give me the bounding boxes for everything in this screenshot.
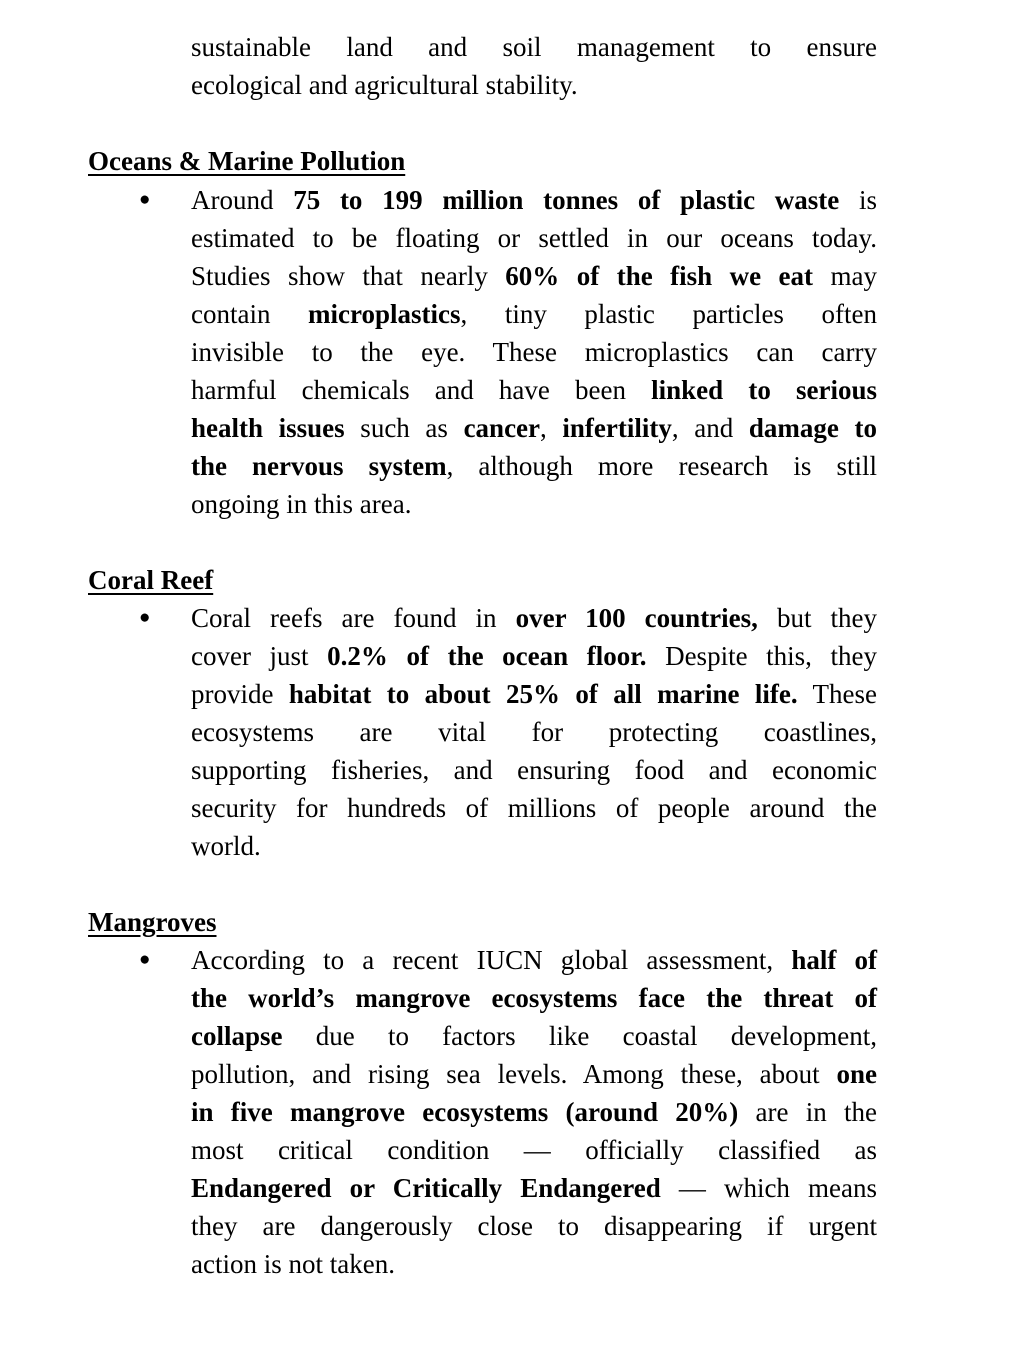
text: such as — [344, 413, 464, 443]
text-line: supporting fisheries, and ensuring food … — [191, 751, 877, 789]
bullet-icon: ● — [139, 949, 151, 970]
text: , although more research is still — [446, 451, 877, 481]
text-line: the nervous system, although more resear… — [191, 447, 877, 485]
text-line: pollution, and rising sea levels. Among … — [191, 1055, 877, 1093]
section-heading-oceans: Oceans & Marine Pollution — [88, 146, 406, 176]
text: — which means — [660, 1173, 877, 1203]
text: , and — [671, 413, 749, 443]
text-line: harmful chemicals and have been linked t… — [191, 371, 877, 409]
bold-text: one — [836, 1059, 878, 1089]
text-line: Studies show that nearly 60% of the fish… — [191, 257, 877, 295]
text: contain — [191, 299, 309, 329]
text-line: they are dangerously close to disappeari… — [191, 1207, 877, 1245]
bold-text: in five mangrove ecosystems (around 20%) — [191, 1097, 739, 1127]
bold-text: linked to serious — [651, 375, 877, 405]
text-line: world. — [191, 827, 877, 865]
text: may — [813, 261, 878, 291]
bold-text: 0.2% of the ocean floor. — [327, 641, 647, 671]
mangroves-paragraph: According to a recent IUCN global assess… — [191, 941, 877, 1283]
text-line: in five mangrove ecosystems (around 20%)… — [191, 1093, 877, 1131]
text-line: cover just 0.2% of the ocean floor. Desp… — [191, 637, 877, 675]
bold-text: health issues — [191, 413, 345, 443]
text-line: provide habitat to about 25% of all mari… — [191, 675, 877, 713]
text: ecological and agricultural stability. — [191, 70, 578, 100]
bold-text: 75 to 199 million tonnes of plastic wast… — [293, 185, 840, 215]
bold-text: microplastics — [308, 299, 461, 329]
text: invisible to the eye. These microplastic… — [191, 337, 877, 367]
text: These — [797, 679, 877, 709]
text-line: According to a recent IUCN global assess… — [191, 941, 877, 979]
text-line: security for hundreds of millions of peo… — [191, 789, 877, 827]
bold-text: half of — [791, 945, 878, 975]
text: security for hundreds of millions of peo… — [191, 793, 877, 823]
text-line: collapse due to factors like coastal dev… — [191, 1017, 877, 1055]
text: Studies show that nearly — [191, 261, 506, 291]
text: Around — [191, 185, 294, 215]
text-line: most critical condition — officially cla… — [191, 1131, 877, 1169]
text: , — [540, 413, 563, 443]
text: they are dangerously close to disappeari… — [191, 1211, 877, 1241]
text-line: Around 75 to 199 million tonnes of plast… — [191, 181, 877, 219]
text: ongoing in this area. — [191, 489, 412, 519]
section-heading-mangroves: Mangroves — [88, 907, 217, 937]
text: , tiny plastic particles often — [460, 299, 877, 329]
text-line: sustainable land and soil management to … — [191, 28, 877, 66]
text: provide — [191, 679, 289, 709]
text-line: Coral reefs are found in over 100 countr… — [191, 599, 877, 637]
text: action is not taken. — [191, 1249, 395, 1279]
text-line: contain microplastics, tiny plastic part… — [191, 295, 877, 333]
bold-text: habitat to about 25% of all marine life. — [288, 679, 798, 709]
text-line: action is not taken. — [191, 1245, 877, 1283]
bold-text: infertility — [562, 413, 672, 443]
text-line: estimated to be floating or settled in o… — [191, 219, 877, 257]
text-line: ecosystems are vital for protecting coas… — [191, 713, 877, 751]
text-line: Endangered or Critically Endangered — wh… — [191, 1169, 877, 1207]
bold-text: collapse — [191, 1021, 283, 1051]
text: cover just — [191, 641, 328, 671]
section-heading-coral-reef: Coral Reef — [88, 565, 214, 595]
bullet-icon: ● — [139, 607, 151, 628]
text: world. — [191, 831, 261, 861]
oceans-paragraph: Around 75 to 199 million tonnes of plast… — [191, 181, 877, 523]
text: most critical condition — officially cla… — [191, 1135, 877, 1165]
coral-reef-paragraph: Coral reefs are found in over 100 countr… — [191, 599, 877, 865]
text-line: the world’s mangrove ecosystems face the… — [191, 979, 877, 1017]
bold-text: over 100 countries, — [515, 603, 758, 633]
text: harmful chemicals and have been — [191, 375, 652, 405]
text: is — [839, 185, 877, 215]
text: supporting fisheries, and ensuring food … — [191, 755, 877, 785]
bullet-icon: ● — [139, 189, 151, 210]
text: due to factors like coastal development, — [282, 1021, 877, 1051]
text-line: invisible to the eye. These microplastic… — [191, 333, 877, 371]
intro-paragraph: sustainable land and soil management to … — [191, 28, 877, 104]
text: ecosystems are vital for protecting coas… — [191, 717, 877, 747]
bold-text: 60% of the fish we eat — [505, 261, 814, 291]
text: Despite this, they — [646, 641, 877, 671]
text: sustainable land and soil management to … — [191, 32, 877, 62]
bold-text: cancer — [463, 413, 541, 443]
text: According to a recent IUCN global assess… — [191, 945, 792, 975]
text: are in the — [738, 1097, 877, 1127]
bold-text: the nervous system — [191, 451, 447, 481]
text: but they — [757, 603, 877, 633]
bold-text: Endangered or Critically Endangered — [191, 1173, 661, 1203]
text-line: ecological and agricultural stability. — [191, 66, 877, 104]
text: Coral reefs are found in — [191, 603, 516, 633]
text: estimated to be floating or settled in o… — [191, 223, 877, 253]
bold-text: damage to — [748, 413, 878, 443]
text-line: health issues such as cancer, infertilit… — [191, 409, 877, 447]
text-line: ongoing in this area. — [191, 485, 877, 523]
text: pollution, and rising sea levels. Among … — [191, 1059, 837, 1089]
bold-text: the world’s mangrove ecosystems face the… — [191, 983, 877, 1013]
